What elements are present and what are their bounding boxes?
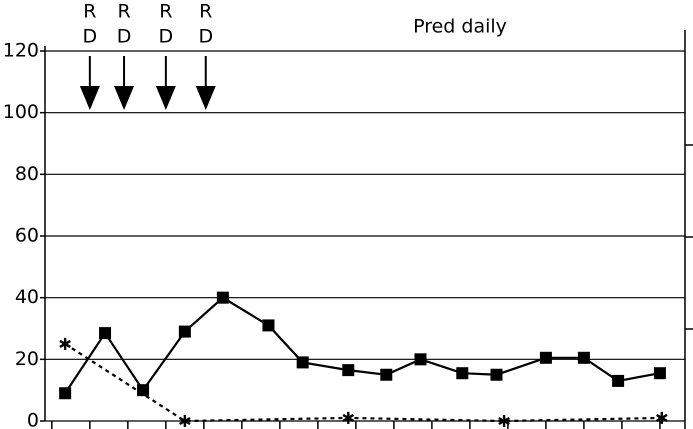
marker [59, 337, 71, 350]
annotation-text: R [117, 1, 130, 23]
marker [414, 353, 427, 366]
y-tick-label: 60 [15, 225, 39, 247]
series-line [64, 296, 661, 394]
marker [99, 327, 112, 340]
marker [137, 384, 150, 397]
marker [498, 415, 510, 427]
annotation-arrowhead [79, 86, 100, 110]
series-line [64, 342, 662, 423]
annotation-text: D [117, 26, 132, 48]
y-tick-label: 40 [15, 286, 39, 308]
annotation-text: R [83, 1, 96, 23]
annotation-text: D [159, 26, 174, 48]
annotation-text: D [83, 26, 98, 48]
y-tick-label: 80 [15, 163, 39, 185]
marker [178, 325, 191, 338]
annotation-arrowhead [195, 86, 216, 110]
marker [342, 411, 355, 424]
marker [612, 374, 625, 387]
annotation-arrowhead [114, 86, 135, 110]
marker [179, 415, 191, 427]
marker [577, 351, 590, 364]
annotation-text: R [159, 1, 172, 23]
y-tick-label: 100 [3, 101, 39, 123]
annotation-text: R [199, 1, 212, 23]
marker [216, 291, 229, 304]
marker [262, 319, 275, 332]
annotation-arrowhead [155, 86, 176, 110]
annotation-text: D [198, 26, 213, 48]
marker [342, 364, 355, 377]
y-tick-label: 120 [3, 40, 39, 62]
marker [296, 356, 309, 369]
marker [59, 387, 72, 400]
marker [653, 367, 666, 380]
y-tick-label: 0 [27, 410, 39, 429]
marker [539, 351, 552, 364]
note: Pred daily [413, 16, 507, 38]
marker [456, 367, 469, 380]
marker [490, 368, 503, 381]
y-tick-label: 20 [15, 348, 39, 370]
marker [380, 368, 393, 381]
marker [656, 411, 668, 424]
